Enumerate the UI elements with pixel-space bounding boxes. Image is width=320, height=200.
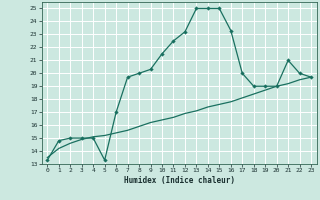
X-axis label: Humidex (Indice chaleur): Humidex (Indice chaleur) xyxy=(124,176,235,185)
